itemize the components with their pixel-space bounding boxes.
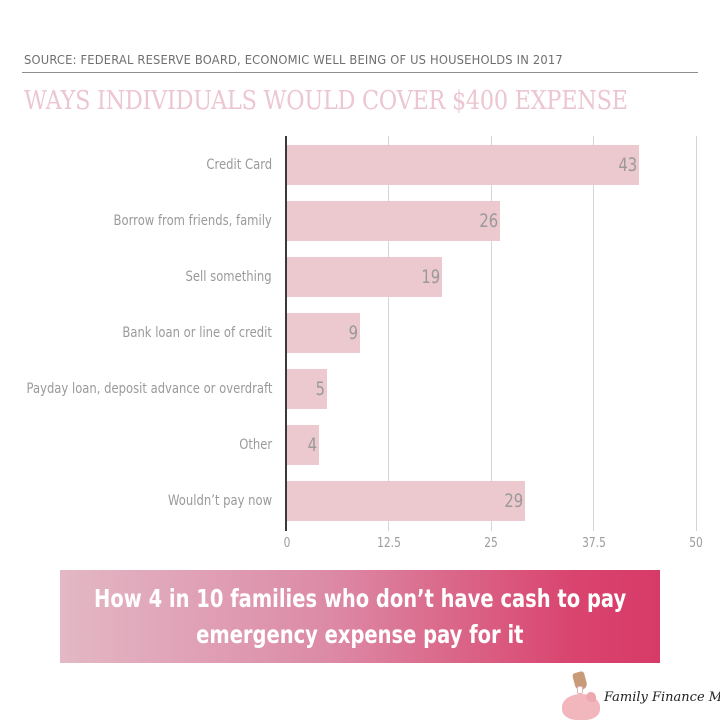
category-label: Bank loan or line of credit: [122, 325, 273, 341]
bar-row: Other 4: [0, 425, 720, 465]
bar-row: Wouldn’t pay now 29: [0, 481, 720, 521]
banner-line-2: emergency expense pay for it: [196, 619, 524, 649]
y-axis-line: [285, 136, 287, 531]
bar-value-label: 43: [618, 154, 637, 176]
source-caption: SOURCE: FEDERAL RESERVE BOARD, ECONOMIC …: [24, 52, 563, 67]
x-tick-label: 37.5: [582, 536, 606, 551]
banner-line-1: How 4 in 10 families who don’t have cash…: [93, 583, 627, 613]
gridline-12-5: [388, 136, 389, 531]
bar-value-label: 26: [479, 210, 498, 232]
category-label: Wouldn’t pay now: [167, 493, 272, 509]
bar: 43: [287, 145, 639, 185]
coin-icon: [577, 686, 583, 694]
bar-value-label: 19: [421, 266, 440, 288]
bar-row: Borrow from friends, family 26: [0, 201, 720, 241]
category-label: Payday loan, deposit advance or overdraf…: [26, 381, 272, 397]
x-tick-label: 25: [484, 536, 498, 551]
piggy-ear-icon: [586, 692, 596, 702]
summary-banner: How 4 in 10 families who don’t have cash…: [60, 570, 660, 663]
bar-row: Payday loan, deposit advance or overdraf…: [0, 369, 720, 409]
bar-row: Credit Card 43: [0, 145, 720, 185]
bar: 4: [287, 425, 319, 465]
bar-row: Bank loan or line of credit 9: [0, 313, 720, 353]
brand-logo: Family Finance Mom: [560, 670, 720, 720]
chart-title: WAYS INDIVIDUALS WOULD COVER $400 EXPENS…: [24, 86, 628, 116]
x-tick-label: 50: [689, 536, 703, 551]
source-divider: [22, 72, 698, 73]
category-label: Sell something: [185, 269, 272, 285]
x-tick-label: 0: [283, 536, 291, 551]
bar: 19: [287, 257, 442, 297]
gridline-37-5: [593, 136, 594, 531]
bar-row: Sell something 19: [0, 257, 720, 297]
gridline-25: [491, 136, 492, 531]
gridline-50: [696, 136, 697, 531]
bar: 9: [287, 313, 360, 353]
bar-value-label: 9: [348, 322, 358, 344]
bar: 5: [287, 369, 327, 409]
bar: 29: [287, 481, 525, 521]
bar-value-label: 5: [315, 378, 325, 400]
bar: 26: [287, 201, 500, 241]
category-label: Borrow from friends, family: [113, 213, 272, 229]
category-label: Credit Card: [206, 157, 272, 173]
brand-name: Family Finance Mom: [604, 690, 720, 705]
category-label: Other: [239, 437, 272, 453]
bar-value-label: 4: [307, 434, 317, 456]
bar-chart: Credit Card 43 Borrow from friends, fami…: [0, 136, 720, 551]
x-tick-label: 12.5: [377, 536, 401, 551]
bar-value-label: 29: [504, 490, 523, 512]
